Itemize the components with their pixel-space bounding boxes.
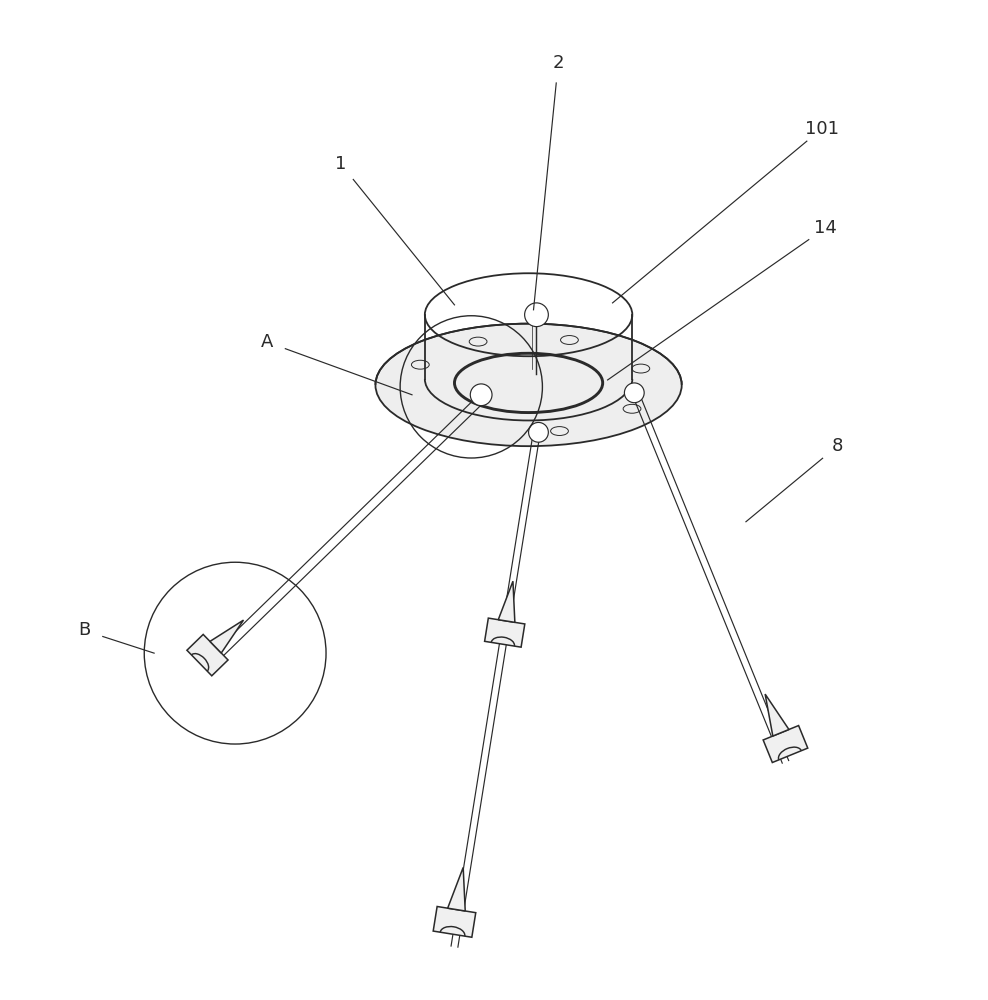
Text: 101: 101	[805, 120, 839, 138]
Circle shape	[529, 422, 548, 442]
Polygon shape	[448, 867, 465, 911]
Polygon shape	[484, 618, 525, 647]
Text: 2: 2	[552, 54, 564, 72]
Ellipse shape	[375, 324, 682, 446]
Polygon shape	[763, 726, 808, 763]
Circle shape	[624, 383, 644, 403]
Circle shape	[470, 384, 492, 406]
Text: 14: 14	[813, 219, 837, 237]
Circle shape	[525, 303, 548, 327]
Text: B: B	[78, 621, 90, 639]
Text: A: A	[261, 333, 273, 351]
Polygon shape	[498, 581, 515, 622]
Text: 8: 8	[832, 437, 844, 455]
Polygon shape	[187, 634, 228, 676]
Polygon shape	[765, 694, 789, 736]
Polygon shape	[210, 620, 243, 653]
Text: 1: 1	[335, 155, 347, 173]
Polygon shape	[433, 906, 476, 937]
